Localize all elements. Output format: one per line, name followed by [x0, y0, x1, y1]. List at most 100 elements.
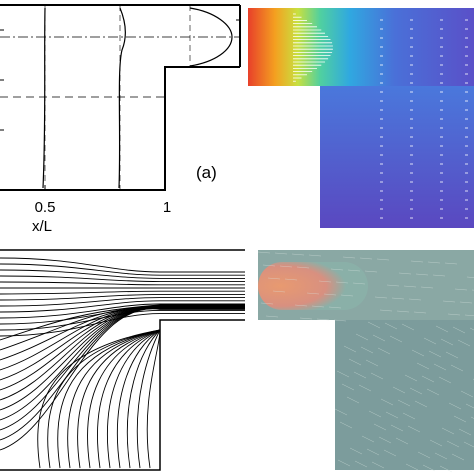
texture-stroke	[415, 273, 429, 276]
texture-stroke	[343, 345, 357, 353]
texture-stroke	[414, 400, 428, 408]
streamline	[77, 329, 161, 469]
texture-stroke	[367, 321, 381, 329]
profile	[42, 7, 46, 189]
texture-stroke	[306, 292, 320, 295]
texture-stroke	[359, 257, 373, 260]
streamline	[0, 263, 245, 276]
texture-stroke	[349, 447, 363, 455]
texture-stroke	[294, 304, 308, 307]
texture-stroke	[438, 376, 452, 384]
texture-stroke	[284, 278, 298, 281]
texture-stroke	[337, 459, 351, 467]
texture-stroke	[318, 280, 332, 283]
streamline	[0, 303, 245, 319]
texture-stroke	[453, 415, 467, 423]
texture-stroke	[346, 396, 360, 404]
texture-stroke	[392, 386, 406, 394]
texture-stroke	[373, 423, 387, 431]
texture-stroke	[427, 261, 441, 264]
texture-stroke	[460, 390, 474, 398]
texture-stroke	[439, 465, 453, 473]
texture-stroke	[404, 374, 418, 382]
texture-stroke	[354, 460, 368, 468]
profile	[189, 7, 233, 67]
texture-stroke	[434, 452, 448, 460]
texture-stroke	[386, 284, 400, 287]
texture-stroke	[466, 276, 474, 278]
texture-stroke	[267, 277, 281, 280]
texture-stroke	[452, 326, 466, 334]
texture-stroke	[459, 301, 473, 304]
texture-stroke	[454, 288, 468, 291]
texture-stroke	[435, 325, 449, 333]
streamline	[0, 307, 245, 421]
streamline	[116, 329, 161, 469]
panel-label: (a)	[196, 163, 217, 182]
texture-stroke	[470, 416, 474, 419]
texture-stroke	[391, 297, 405, 300]
texture-stroke	[378, 436, 392, 444]
texture-stroke	[450, 364, 464, 372]
texture-stroke	[279, 265, 293, 268]
velocity-field	[248, 8, 474, 228]
texture-stroke	[457, 339, 471, 347]
walls	[0, 249, 245, 471]
texture-stroke	[377, 347, 391, 355]
texture-stroke	[411, 349, 425, 357]
texture-stroke	[405, 463, 419, 471]
texture-stroke	[334, 408, 348, 416]
texture-stroke	[262, 264, 276, 267]
texture-stroke	[448, 402, 462, 410]
streamline	[0, 290, 245, 295]
streamline	[0, 309, 245, 331]
texture-stroke	[364, 270, 378, 273]
texture-stroke	[342, 256, 356, 259]
texture-stroke	[323, 293, 337, 296]
texture-stroke	[446, 440, 460, 448]
texture-stroke	[458, 428, 472, 436]
texture-stroke	[379, 309, 393, 312]
texture-stroke	[409, 387, 423, 395]
texture-field	[257, 250, 474, 473]
streamline	[37, 329, 161, 469]
streamline	[126, 329, 161, 469]
texture-stroke	[371, 461, 385, 469]
texture-stroke	[355, 333, 369, 341]
texture-stroke	[257, 251, 271, 254]
texture-stroke	[274, 252, 288, 255]
texture-stroke	[463, 441, 474, 448]
profile-panel	[0, 4, 241, 191]
streamline	[0, 281, 245, 286]
profile	[118, 7, 126, 189]
texture-stroke	[383, 449, 397, 457]
texture-stroke	[447, 313, 461, 316]
texture-stroke	[403, 285, 417, 288]
texture-stroke	[428, 350, 442, 358]
texture-stroke	[397, 399, 411, 407]
texture-stroke	[353, 371, 367, 379]
texture-stroke	[422, 464, 436, 472]
streamline	[107, 329, 161, 469]
texture-stroke	[395, 437, 409, 445]
texture-stroke	[441, 427, 455, 435]
texture-stroke	[398, 272, 412, 275]
texture-stroke	[372, 334, 386, 342]
x-tick-label: 1	[163, 199, 171, 216]
streamline	[47, 329, 161, 469]
texture-stroke	[465, 403, 474, 409]
streamline	[0, 275, 245, 283]
x-tick-label: 0.5	[35, 199, 56, 216]
streamline	[87, 329, 161, 469]
texture-stroke	[335, 281, 349, 284]
texture-stroke	[348, 358, 362, 366]
texture-stroke	[408, 298, 422, 301]
texture-stroke	[445, 351, 459, 359]
texture-stroke	[389, 335, 403, 343]
texture-stroke	[374, 296, 388, 299]
streamline	[0, 257, 245, 273]
texture-stroke	[330, 268, 344, 271]
texture-stroke	[385, 411, 399, 419]
texture-stroke	[347, 269, 361, 272]
